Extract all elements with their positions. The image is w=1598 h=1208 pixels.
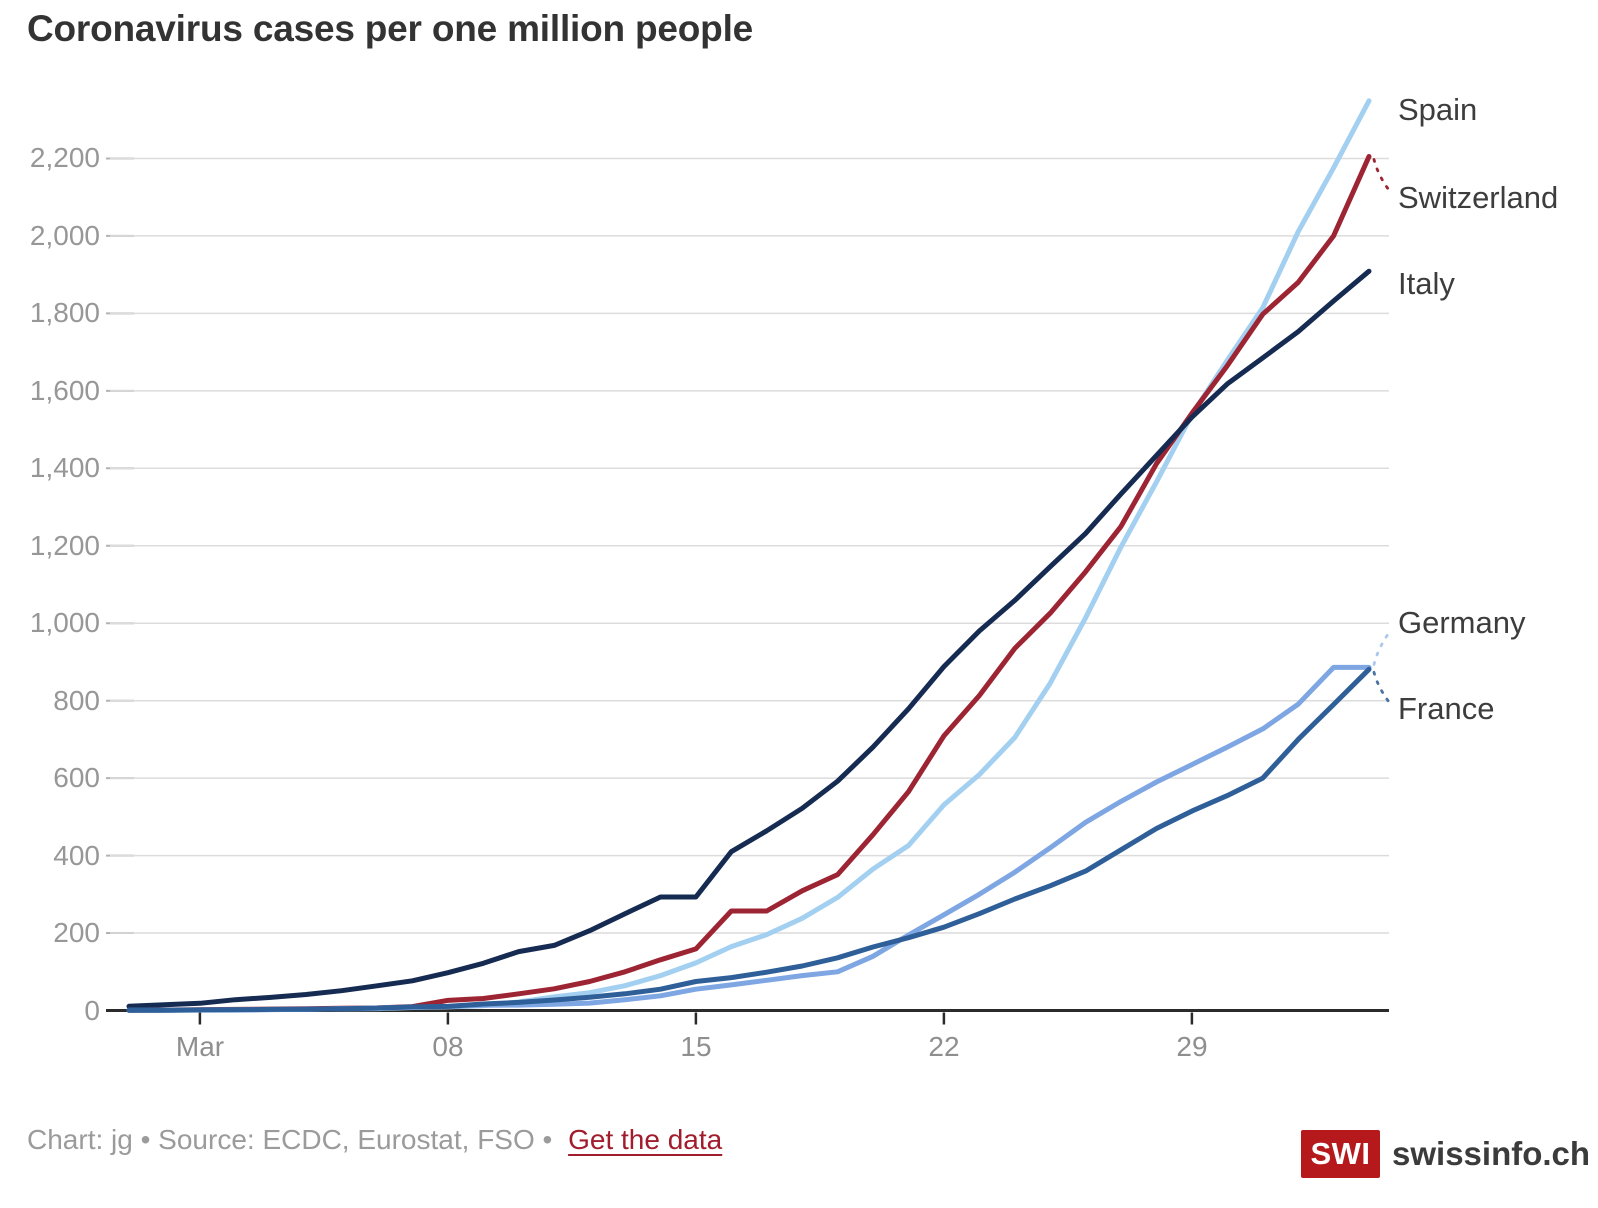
y-tick-label: 1,000: [29, 607, 100, 638]
chart-title: Coronavirus cases per one million people: [27, 8, 754, 49]
chart-footer: Chart: jg • Source: ECDC, Eurostat, FSO …: [27, 1122, 722, 1158]
x-tick-label: 15: [680, 1031, 712, 1062]
series-line-switzerland: [126, 154, 1372, 1013]
label-leader-switzerland: [1372, 158, 1392, 193]
series-line-italy: [126, 268, 1372, 1009]
x-tick-label: Mar: [175, 1031, 225, 1062]
label-leader-germany: [1372, 630, 1392, 666]
series-label-france: France: [1398, 691, 1495, 726]
swissinfo-brand[interactable]: swissinfo.ch: [1392, 1135, 1591, 1172]
y-tick-label: 1,600: [29, 375, 100, 406]
y-tick-label: 1,800: [29, 297, 100, 328]
series-line-france: [126, 666, 1372, 1013]
y-tick-label: 0: [84, 995, 100, 1026]
get-the-data-link[interactable]: Get the data: [568, 1124, 723, 1155]
label-leader-france: [1372, 670, 1392, 705]
x-tick-label: 29: [1176, 1031, 1208, 1062]
x-tick-label: 22: [928, 1031, 960, 1062]
y-tick-label: 1,200: [29, 530, 100, 561]
y-tick-label: 2,000: [29, 220, 100, 251]
y-tick-label: 1,400: [29, 452, 100, 483]
series-label-germany: Germany: [1398, 605, 1526, 640]
y-tick-label: 600: [53, 762, 100, 793]
x-tick-label: 08: [432, 1031, 464, 1062]
swi-logo-badge[interactable]: SWI: [1301, 1130, 1380, 1178]
series-label-italy: Italy: [1398, 266, 1455, 301]
series-line-spain: [126, 98, 1372, 1013]
y-tick-label: 200: [53, 917, 100, 948]
series-label-spain: Spain: [1398, 92, 1478, 127]
y-tick-label: 400: [53, 840, 100, 871]
footer-credit: Chart: jg • Source: ECDC, Eurostat, FSO …: [27, 1124, 553, 1155]
series-label-switzerland: Switzerland: [1398, 180, 1559, 215]
y-tick-label: 2,200: [29, 142, 100, 173]
y-tick-label: 800: [53, 685, 100, 716]
